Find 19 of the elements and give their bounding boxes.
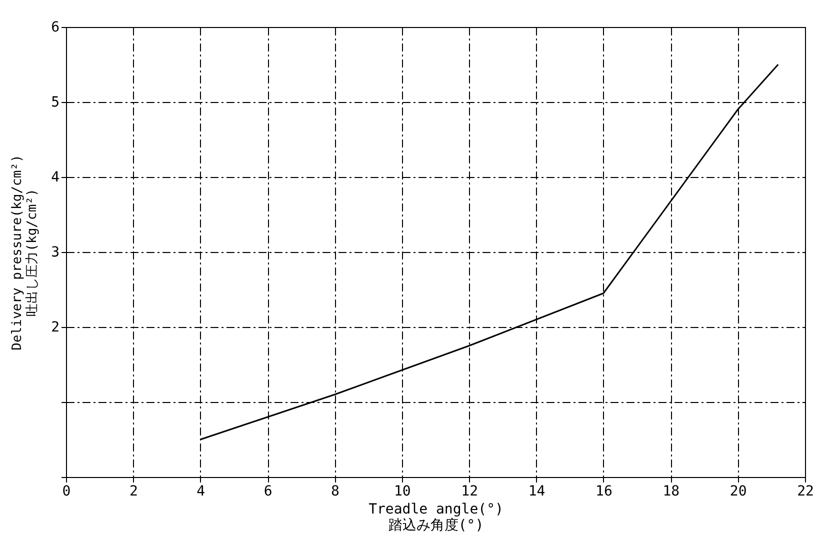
y-axis-title: Delivery pressure(kg/cm²) 吐出し圧力(kg/cm²)	[10, 154, 40, 350]
y-tick-label: 4	[51, 170, 60, 186]
x-tick-label: 0	[62, 484, 71, 500]
x-tick-label: 16	[596, 484, 612, 500]
x-axis-title: Treadle angle(°) 踏込み角度(°)	[368, 502, 504, 534]
y-tick-label: 3	[51, 244, 60, 260]
x-tick-label: 4	[196, 484, 206, 500]
y-tick-label: 5	[51, 94, 60, 110]
x-tick-label: 12	[461, 484, 478, 500]
y-tick-label: 2	[51, 320, 60, 336]
y-tick-label: 6	[51, 20, 60, 36]
x-tick-label: 10	[394, 484, 411, 500]
x-tick-label: 20	[730, 484, 747, 500]
x-tick-label: 8	[331, 484, 340, 500]
x-tick-label: 18	[662, 484, 680, 500]
x-tick-label: 14	[528, 484, 546, 500]
x-tick-label: 2	[129, 484, 138, 500]
x-tick-label: 22	[797, 484, 814, 500]
x-tick-label: 6	[264, 484, 272, 500]
